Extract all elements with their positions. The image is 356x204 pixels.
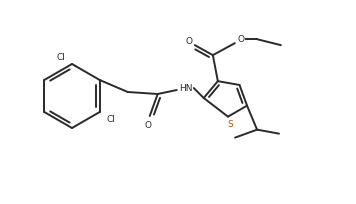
Text: Cl: Cl [106, 115, 115, 124]
Text: HN: HN [179, 84, 193, 93]
Text: S: S [227, 120, 233, 129]
Text: O: O [237, 34, 244, 43]
Text: O: O [144, 121, 151, 130]
Text: Cl: Cl [57, 53, 66, 62]
Text: O: O [185, 37, 192, 45]
